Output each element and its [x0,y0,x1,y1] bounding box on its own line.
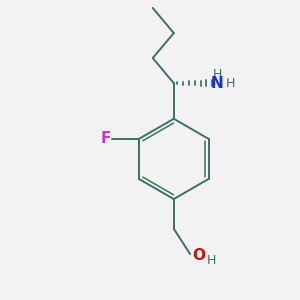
Text: N: N [211,76,224,91]
Text: O: O [192,248,205,263]
Text: H: H [207,254,216,267]
Text: F: F [100,131,111,146]
Text: H: H [226,77,236,90]
Text: H: H [213,68,222,81]
